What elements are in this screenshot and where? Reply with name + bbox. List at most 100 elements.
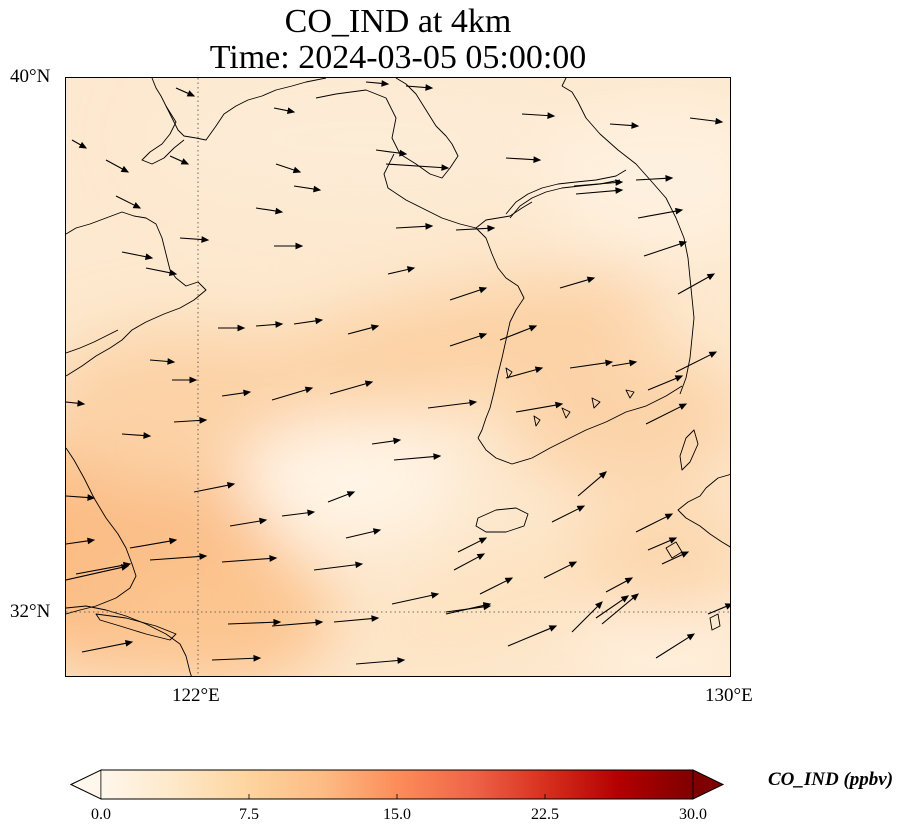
colorbar-tick-1: 7.5: [239, 806, 259, 823]
wind-arrow-head: [307, 509, 316, 517]
korea-south-coast: [477, 385, 683, 465]
wind-arrow-shaft: [609, 123, 633, 127]
wind-arrow-shaft: [449, 289, 481, 301]
wind-arrow-shaft: [643, 243, 681, 257]
wind-arrow-head: [483, 603, 492, 611]
wind-arrow-shaft: [273, 107, 289, 112]
wind-arrow-head: [534, 366, 544, 373]
wind-arrow-head: [678, 403, 688, 410]
korea-islands-4: [591, 397, 601, 409]
wind-arrow-shaft: [173, 419, 201, 423]
wind-arrow-shaft: [457, 540, 481, 553]
wind-arrow-head: [315, 619, 324, 626]
wind-arrow-shaft: [271, 621, 317, 627]
wind-arrow-head: [237, 324, 246, 332]
map-panel: [65, 77, 731, 677]
wind-arrow-shaft: [81, 642, 127, 653]
wind-arrow-head: [275, 207, 284, 215]
wind-arrow-head: [253, 654, 262, 662]
wind-arrow-shaft: [571, 605, 599, 633]
wind-arrow-shaft: [145, 267, 171, 274]
wind-arrow-head: [167, 358, 176, 365]
wind-arrow-head: [547, 112, 556, 119]
wind-arrow-shaft: [221, 392, 245, 397]
yangtze-island: [95, 613, 177, 641]
tsushima-island: [679, 429, 699, 471]
wind-arrow-head: [77, 399, 86, 407]
wind-arrow-head: [620, 595, 630, 603]
wind-arrow-head: [315, 317, 324, 325]
wind-arrow-head: [715, 117, 724, 125]
wind-arrow-shaft: [221, 557, 271, 563]
wind-arrow-head: [144, 253, 154, 261]
wind-arrow-head: [425, 84, 434, 91]
korea-islands-2: [533, 415, 541, 427]
wind-arrow-head: [295, 242, 304, 250]
wind-arrow-head: [555, 401, 564, 409]
wind-arrow-head: [686, 633, 696, 641]
bohai-west-coast: [66, 211, 207, 377]
wind-arrow-shaft: [577, 475, 602, 497]
wind-arrow-head: [406, 266, 416, 273]
map-canvas: [66, 78, 730, 676]
wind-arrow-shaft: [281, 512, 309, 517]
wind-arrow-head: [533, 156, 542, 163]
map-subtitle-time: Time: 2024-03-05 05:00:00: [209, 39, 587, 76]
wind-arrow-head: [169, 537, 178, 545]
wind-arrow-shaft: [445, 606, 485, 613]
wind-arrow-head: [201, 236, 210, 243]
wind-arrow-head: [478, 332, 488, 340]
korea-northeast-coast: [561, 78, 567, 87]
coastlines: [66, 78, 730, 676]
wind-arrow-shaft: [449, 335, 481, 347]
wind-arrow-shaft: [175, 87, 189, 95]
wind-arrow-shaft: [385, 163, 443, 169]
korea-east-coast: [561, 85, 695, 395]
wind-arrow-shaft: [677, 276, 710, 295]
wind-arrow-shaft: [149, 359, 169, 363]
wind-arrow-shaft: [569, 362, 607, 369]
wind-arrow-head: [568, 561, 578, 568]
wind-arrow-shaft: [455, 227, 489, 231]
wind-arrow-head: [615, 179, 624, 186]
wind-arrow-head: [708, 351, 718, 358]
jeju-island: [475, 507, 529, 533]
wind-arrow-shaft: [115, 195, 135, 206]
korea-west-coast-upper: [383, 153, 533, 229]
wind-arrow-shaft: [355, 659, 399, 665]
wind-arrow-head: [674, 375, 684, 382]
wind-arrow-head: [199, 417, 208, 424]
wind-arrow-head: [87, 494, 96, 501]
wind-arrow-head: [680, 551, 690, 558]
wind-arrow-shaft: [66, 495, 89, 499]
wind-arrow-shaft: [66, 401, 79, 404]
wind-arrow-shaft: [675, 354, 711, 373]
wind-arrow-head: [143, 432, 152, 439]
wind-arrow-shaft: [255, 323, 277, 327]
lon-tick-130e: 130°E: [705, 685, 753, 706]
china-nk-border: [505, 169, 627, 215]
wind-arrow-shaft: [479, 580, 507, 595]
wind-arrow-shaft: [635, 516, 667, 533]
wind-arrow-shaft: [329, 383, 367, 395]
wind-arrow-head: [615, 187, 624, 194]
wind-arrow-shaft: [605, 580, 627, 593]
wind-arrow-shaft: [293, 185, 315, 190]
colorbar-extend-min: [70, 769, 102, 800]
wind-arrow-shaft: [293, 320, 317, 325]
wind-arrow-shaft: [121, 433, 145, 437]
wind-arrow-head: [132, 202, 142, 209]
wind-arrow-shaft: [271, 389, 307, 401]
wind-arrow-shaft: [689, 117, 717, 122]
wind-arrow-head: [586, 276, 596, 284]
wind-arrow-shaft: [229, 520, 261, 527]
colorbar-label: CO_IND (ppbv): [768, 769, 894, 790]
wind-arrow-head: [243, 389, 252, 397]
north-korea-west-coast: [315, 78, 459, 179]
wind-arrow-shaft: [149, 555, 201, 561]
wind-arrow-head: [678, 240, 688, 248]
lon-tick-122e: 122°E: [172, 685, 220, 706]
lat-tick-40n: 40°N: [10, 66, 51, 87]
wind-arrow-shaft: [71, 139, 82, 146]
wind-arrow-head: [469, 399, 478, 407]
